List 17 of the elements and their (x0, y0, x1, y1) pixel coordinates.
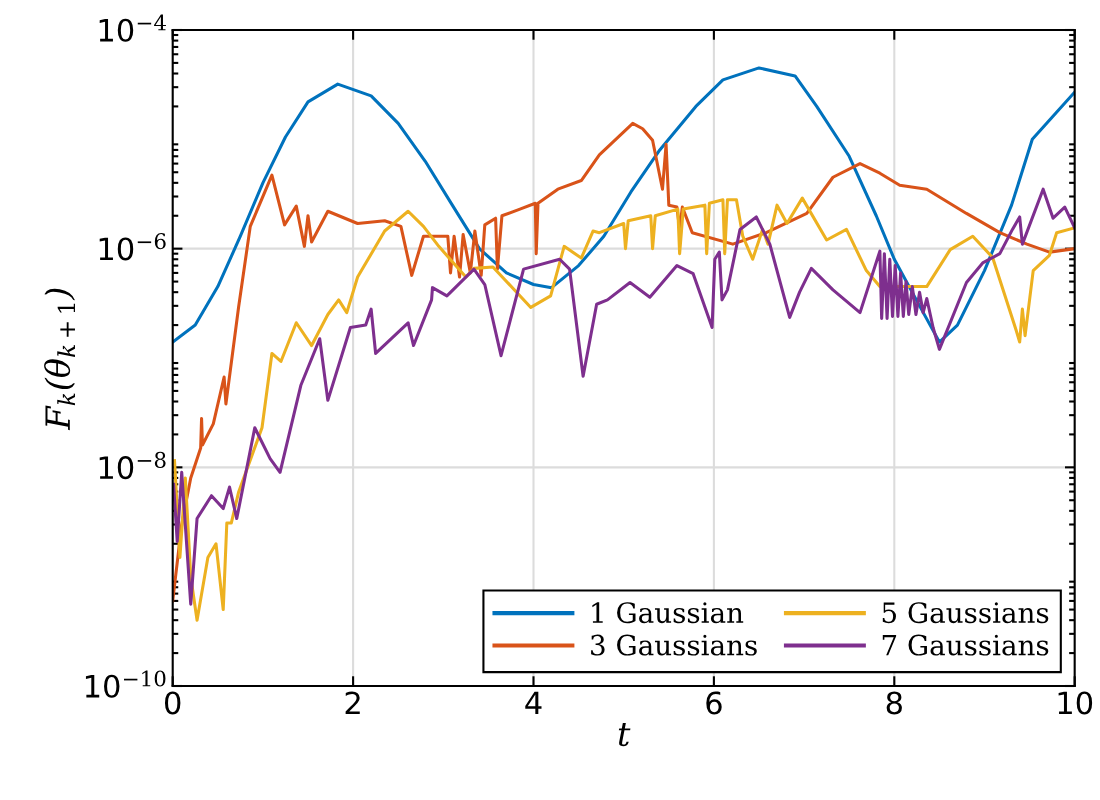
legend-label: 5 Gaussians (882, 602, 1049, 624)
x-axis-title: t (618, 723, 631, 747)
x-tick-label: 6 (706, 691, 722, 715)
y-tick-label: 10$^{−4}$ (99, 14, 166, 42)
x-tick-label: 10 (1058, 691, 1093, 715)
y-tick-label: 10$^{−6}$ (99, 233, 166, 261)
legend-label: 7 Gaussians (882, 634, 1049, 656)
y-tick-label: 10$^{−10}$ (85, 670, 166, 698)
x-tick-label: 0 (164, 691, 181, 715)
legend-label: 1 Gaussian (592, 602, 744, 624)
x-tick-label: 8 (886, 691, 902, 715)
x-tick-label: 2 (345, 691, 360, 715)
x-tick-label: 4 (525, 691, 542, 715)
y-axis-title: F$_{k}$(θ$_{k+1}$) (44, 288, 75, 431)
y-tick-label: 10$^{−8}$ (99, 451, 166, 480)
line-series (172, 66, 1075, 344)
legend-label: 3 Gaussians (591, 634, 757, 656)
